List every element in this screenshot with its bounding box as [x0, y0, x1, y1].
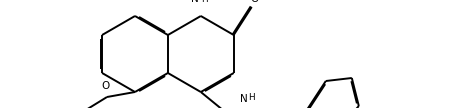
Text: N: N: [240, 94, 248, 104]
Text: O: O: [102, 81, 110, 91]
Text: H: H: [202, 0, 208, 3]
Text: H: H: [248, 94, 255, 102]
Text: O: O: [251, 0, 259, 4]
Text: N: N: [191, 0, 199, 4]
